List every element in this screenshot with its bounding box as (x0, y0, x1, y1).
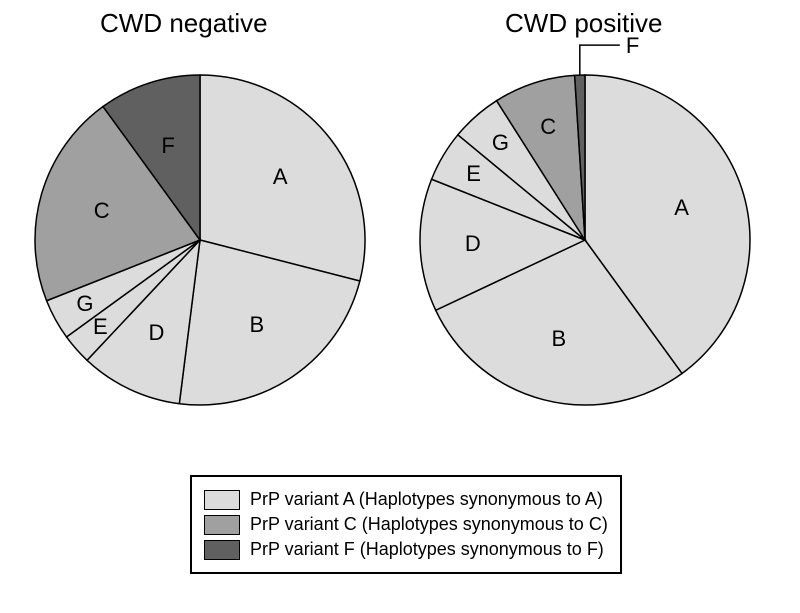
cwd-positive-label-F: F (626, 33, 639, 59)
cwd-negative-pie (30, 70, 370, 410)
cwd-positive-pie (415, 70, 755, 410)
legend-swatch-2 (204, 540, 240, 560)
legend-swatch-1 (204, 515, 240, 535)
cwd-negative-title: CWD negative (100, 8, 268, 39)
chart-area: CWD negativeABDEGCFCWD positiveABDEGCFPr… (0, 0, 800, 613)
legend-text-1: PrP variant C (Haplotypes synonymous to … (250, 514, 608, 535)
legend-text-0: PrP variant A (Haplotypes synonymous to … (250, 489, 603, 510)
legend-row-0: PrP variant A (Haplotypes synonymous to … (204, 489, 608, 510)
legend-text-2: PrP variant F (Haplotypes synonymous to … (250, 539, 604, 560)
legend-swatch-0 (204, 490, 240, 510)
legend: PrP variant A (Haplotypes synonymous to … (190, 475, 622, 574)
legend-row-1: PrP variant C (Haplotypes synonymous to … (204, 514, 608, 535)
legend-row-2: PrP variant F (Haplotypes synonymous to … (204, 539, 608, 560)
